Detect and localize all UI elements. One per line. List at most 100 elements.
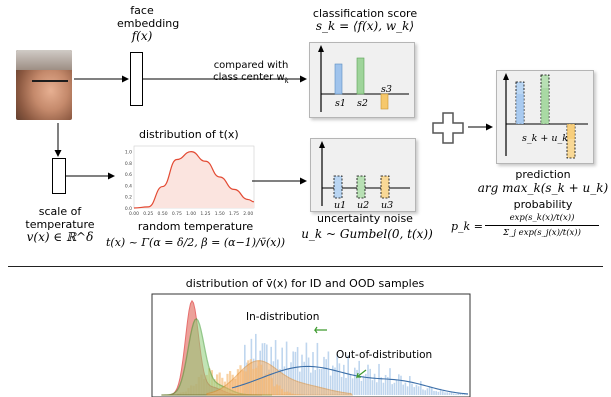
plus-icon	[432, 112, 464, 144]
scale-label: scale of temperature v(x) ∈ ℝ^δ	[25, 205, 95, 244]
ood-hist-bar	[340, 376, 343, 395]
bar-u1	[333, 175, 343, 199]
bar-u2	[356, 175, 366, 199]
ood-hist-bar	[389, 368, 391, 395]
ood-hist-bar	[369, 368, 371, 395]
ood-hist-bar	[371, 380, 374, 395]
ood-hist-bar	[316, 342, 319, 395]
ood-hist-bar	[373, 373, 376, 395]
ood-hist-bar	[307, 357, 310, 395]
bar-u3	[380, 175, 390, 199]
ood-hist-bar	[417, 386, 420, 395]
label-u1: u1	[334, 200, 347, 211]
ood-hist-bar	[448, 392, 451, 395]
probability-numerator: exp(s_k(x)/t(x))	[509, 213, 575, 223]
face-image	[16, 50, 72, 120]
temp-dist-xtick: 0.75	[172, 211, 182, 217]
label-s1: s1	[335, 98, 346, 109]
temp-dist-curve	[133, 151, 255, 209]
probability-label: probability	[513, 198, 573, 211]
ood-hist-bar	[378, 363, 380, 395]
ood-hist-bar	[296, 347, 299, 395]
temp-dist-ytick: 0.4	[125, 183, 132, 189]
label-u2: u2	[357, 200, 370, 211]
ood-hist-bar	[450, 391, 453, 395]
bar-s3	[380, 93, 389, 110]
random-temp-formula: t(x) ~ Γ(α = δ/2, β = (α−1)/v̄(x))	[106, 236, 286, 249]
ood-hist-bar	[274, 340, 277, 395]
ood-hist-bar	[305, 342, 308, 395]
ood-hist-bar	[453, 393, 455, 395]
ood-hist-bar	[367, 364, 369, 395]
ood-hist-bar	[354, 367, 356, 395]
ood-hist-bar	[343, 364, 345, 395]
face-embedding-label: face embedding f(x)	[117, 4, 180, 43]
label-s3: s3	[381, 84, 392, 95]
ood-hist-bar	[433, 390, 435, 395]
ood-hist-bar	[325, 359, 327, 395]
ood-hist-bar	[444, 392, 446, 395]
ood-hist-bar	[424, 390, 426, 395]
ood-hist-bar	[336, 354, 338, 395]
temp-dist-ytick: 0.2	[125, 195, 132, 201]
ood-hist-bar	[420, 381, 422, 395]
ood-hist-bar	[464, 394, 466, 395]
ood-hist-bar	[431, 386, 433, 395]
temp-dist-xtick: 2.00	[243, 211, 253, 217]
temp-dist-title: distribution of t(x)	[139, 128, 239, 141]
ood-hist-bar	[345, 377, 347, 395]
ood-hist-bar	[422, 389, 424, 395]
ood-hist-bar	[398, 374, 400, 395]
temp-dist-xtick: 1.50	[215, 211, 225, 217]
ood-hist-bar	[332, 365, 334, 395]
temp-dist-ytick: 0.6	[125, 172, 132, 178]
ood-hist-bar	[384, 374, 387, 395]
temp-dist-xtick: 0.50	[158, 211, 168, 217]
id-ood-distribution-chart: In-distribution Out-of-distribution	[151, 293, 471, 397]
label-u3: u3	[381, 200, 394, 211]
uncertainty-chart	[319, 141, 410, 206]
ood-hist-bar	[303, 361, 305, 395]
ood-hist-bar	[466, 394, 468, 395]
bar-s1	[334, 63, 343, 95]
temp-dist-area	[134, 151, 254, 208]
ood-hist-bar	[426, 388, 429, 395]
ood-hist-bar	[314, 370, 316, 395]
ood-hist-bar	[413, 387, 415, 395]
id-hist-bar	[218, 372, 221, 395]
bar-s2	[356, 57, 365, 95]
ood-hist-bar	[285, 341, 288, 395]
ood-hist-bar	[455, 393, 457, 395]
ood-hist-bar	[400, 375, 402, 395]
temp-dist-xtick: 0.25	[143, 211, 153, 217]
ood-hist-bar	[312, 352, 314, 395]
ood-hist-bar	[310, 372, 312, 395]
ood-hist-bar	[365, 373, 367, 395]
probability-lhs: p_k =	[451, 220, 483, 233]
section-divider	[8, 266, 603, 267]
classification-title: classification score s_k = ⟨f(x), w_k⟩	[312, 7, 418, 33]
ood-density-blue	[231, 365, 469, 395]
label-s2: s2	[357, 98, 368, 109]
probability-denominator: Σ_j exp(s_j(x)/t(x))	[503, 228, 581, 238]
ood-hist-bar	[349, 374, 352, 395]
temp-dist-ytick: 1.0	[125, 150, 132, 156]
ood-hist-bar	[442, 391, 444, 395]
ood-hist-bar	[461, 393, 464, 395]
connector-arrows	[54, 75, 493, 185]
temp-dist-chart: 1.0 0.8 0.6 0.4 0.2 0.00.00 0.25 0.50 0.75 1.00 1.…	[125, 145, 255, 217]
ood-hist-bar	[318, 368, 321, 395]
fraction-bar	[485, 225, 599, 226]
ood-hist-bar	[301, 354, 303, 395]
bottom-title: distribution of v̄(x) for ID and OOD sam…	[185, 277, 425, 290]
classification-chart	[318, 45, 409, 112]
ood-hist-bar	[281, 347, 283, 395]
compared-label: compared with class center wk	[213, 60, 289, 85]
temp-dist-ytick: 0.8	[125, 161, 132, 167]
ood-hist-bar	[338, 363, 341, 395]
ood-hist-bar	[380, 377, 382, 395]
ood-hist-bar	[435, 391, 437, 395]
ood-hist-bar	[391, 384, 393, 395]
ood-hist-bar	[294, 351, 297, 395]
ood-hist-bar	[393, 382, 396, 395]
